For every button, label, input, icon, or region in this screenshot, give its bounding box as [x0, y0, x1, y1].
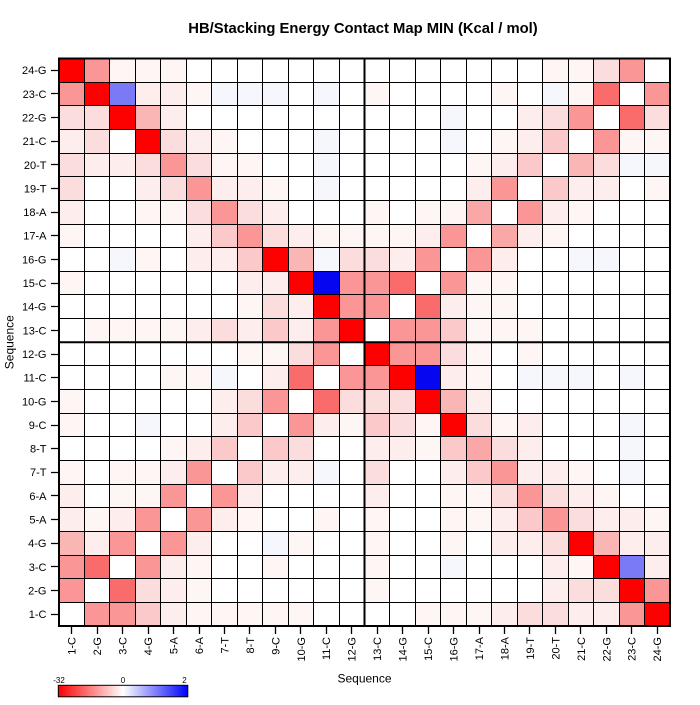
svg-text:17-A: 17-A	[23, 231, 47, 243]
svg-text:10-G: 10-G	[296, 637, 308, 661]
svg-text:3-C: 3-C	[29, 562, 47, 574]
svg-text:4-G: 4-G	[28, 538, 46, 550]
svg-text:16-G: 16-G	[22, 254, 46, 266]
svg-text:12-G: 12-G	[22, 349, 46, 361]
svg-text:24-G: 24-G	[22, 65, 46, 77]
svg-text:18-A: 18-A	[499, 636, 511, 660]
svg-text:14-G: 14-G	[398, 637, 410, 661]
svg-text:5-A: 5-A	[29, 514, 47, 526]
svg-text:19-T: 19-T	[24, 183, 47, 195]
svg-text:1-C: 1-C	[67, 637, 79, 655]
svg-text:21-C: 21-C	[576, 637, 588, 661]
svg-text:11-C: 11-C	[23, 373, 46, 385]
svg-text:11-C: 11-C	[321, 637, 333, 660]
svg-text:21-C: 21-C	[23, 136, 47, 148]
svg-text:7-T: 7-T	[30, 467, 47, 479]
svg-text:Sequence: Sequence	[337, 672, 391, 686]
svg-text:17-A: 17-A	[474, 636, 486, 660]
svg-text:HB/Stacking Energy Contact Map: HB/Stacking Energy Contact Map MIN (Kcal…	[188, 21, 537, 37]
svg-text:23-C: 23-C	[23, 89, 47, 101]
svg-text:8-T: 8-T	[30, 444, 47, 456]
svg-text:4-G: 4-G	[143, 637, 155, 655]
svg-text:22-G: 22-G	[22, 113, 46, 125]
svg-text:2-G: 2-G	[92, 637, 104, 655]
svg-text:8-T: 8-T	[245, 637, 257, 654]
svg-text:22-G: 22-G	[601, 637, 613, 661]
svg-text:10-G: 10-G	[22, 396, 46, 408]
svg-text:6-A: 6-A	[29, 491, 47, 503]
svg-text:9-C: 9-C	[29, 420, 47, 432]
svg-text:7-T: 7-T	[219, 637, 231, 654]
svg-text:2-G: 2-G	[28, 585, 46, 597]
svg-text:20-T: 20-T	[550, 637, 562, 660]
svg-text:20-T: 20-T	[24, 160, 47, 172]
svg-text:16-G: 16-G	[449, 637, 461, 661]
svg-text:Sequence: Sequence	[3, 315, 17, 369]
svg-text:12-G: 12-G	[347, 637, 359, 661]
svg-text:9-C: 9-C	[270, 637, 282, 655]
svg-text:19-T: 19-T	[525, 637, 537, 660]
svg-text:13-C: 13-C	[23, 325, 47, 337]
svg-text:2: 2	[182, 676, 187, 685]
svg-text:0: 0	[121, 676, 126, 685]
svg-text:15-C: 15-C	[423, 637, 435, 661]
svg-text:14-G: 14-G	[22, 302, 46, 314]
svg-text:24-G: 24-G	[652, 637, 664, 661]
svg-text:3-C: 3-C	[118, 637, 130, 655]
svg-text:5-A: 5-A	[168, 636, 180, 654]
svg-text:23-C: 23-C	[627, 637, 639, 661]
svg-text:-32: -32	[53, 676, 65, 685]
svg-text:18-A: 18-A	[23, 207, 47, 219]
svg-text:13-C: 13-C	[372, 637, 384, 661]
svg-text:15-C: 15-C	[23, 278, 47, 290]
svg-text:6-A: 6-A	[194, 636, 206, 654]
svg-text:1-C: 1-C	[29, 609, 47, 621]
